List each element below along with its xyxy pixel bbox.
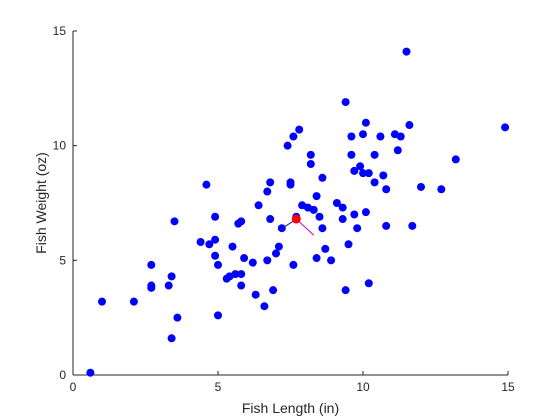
data-points bbox=[86, 47, 510, 377]
x-axis-label: Fish Length (in) bbox=[242, 400, 339, 416]
data-point bbox=[237, 281, 246, 290]
data-point bbox=[289, 132, 298, 141]
data-point bbox=[321, 244, 330, 253]
data-point bbox=[211, 251, 220, 260]
data-point bbox=[167, 334, 176, 343]
y-tick-label: 5 bbox=[59, 253, 66, 267]
data-point bbox=[396, 132, 405, 141]
data-point bbox=[451, 155, 460, 164]
data-point bbox=[228, 242, 237, 251]
data-point bbox=[344, 240, 353, 249]
data-point bbox=[312, 192, 321, 201]
data-point bbox=[248, 258, 257, 267]
data-point bbox=[402, 47, 411, 56]
data-point bbox=[364, 169, 373, 178]
data-point bbox=[237, 270, 246, 279]
data-point bbox=[283, 141, 292, 150]
x-tick-label: 10 bbox=[356, 380, 370, 394]
data-point bbox=[260, 302, 269, 311]
y-tick-label: 0 bbox=[59, 368, 66, 382]
data-point bbox=[211, 235, 220, 244]
data-point bbox=[237, 217, 246, 226]
axes: 0 5 10 15 0 5 10 15 bbox=[53, 24, 515, 394]
data-point bbox=[254, 201, 263, 210]
data-point bbox=[272, 249, 280, 258]
data-point bbox=[318, 173, 327, 182]
data-point bbox=[263, 256, 272, 265]
mean-point-group bbox=[291, 214, 301, 224]
data-point bbox=[286, 180, 295, 189]
data-point bbox=[147, 260, 156, 269]
data-point bbox=[356, 162, 365, 171]
data-point bbox=[147, 283, 156, 292]
y-tick-label: 15 bbox=[53, 24, 67, 38]
data-point bbox=[359, 130, 367, 139]
data-point bbox=[417, 182, 425, 191]
data-point bbox=[202, 180, 211, 189]
data-point bbox=[379, 171, 388, 180]
data-point bbox=[315, 212, 324, 221]
data-point bbox=[370, 150, 379, 159]
data-point bbox=[309, 205, 318, 214]
data-point bbox=[289, 260, 298, 269]
data-point bbox=[382, 221, 391, 230]
data-point bbox=[167, 272, 176, 281]
x-tick-label: 15 bbox=[501, 380, 515, 394]
data-point bbox=[364, 279, 373, 288]
data-point bbox=[295, 125, 304, 134]
data-point bbox=[350, 166, 359, 175]
data-point bbox=[370, 178, 379, 187]
data-point bbox=[393, 146, 402, 155]
data-point bbox=[164, 281, 173, 290]
x-tick-label: 0 bbox=[70, 380, 77, 394]
data-point bbox=[129, 297, 138, 306]
y-tick-label: 10 bbox=[53, 139, 67, 153]
data-point bbox=[269, 286, 278, 295]
data-point bbox=[251, 290, 260, 299]
data-point bbox=[170, 217, 179, 226]
x-tick-label: 5 bbox=[215, 380, 222, 394]
data-point bbox=[86, 368, 95, 377]
data-point bbox=[318, 224, 327, 233]
data-point bbox=[332, 199, 341, 207]
data-point bbox=[306, 150, 315, 159]
data-point bbox=[361, 208, 370, 217]
data-point bbox=[211, 212, 220, 221]
data-point bbox=[382, 185, 391, 194]
data-point bbox=[274, 242, 283, 251]
data-point bbox=[350, 210, 359, 219]
data-point bbox=[98, 297, 106, 306]
data-point bbox=[205, 240, 214, 249]
data-point bbox=[405, 121, 414, 130]
data-point bbox=[338, 203, 347, 212]
data-point bbox=[501, 123, 510, 132]
data-point bbox=[266, 178, 275, 187]
y-axis-label: Fish Weight (oz) bbox=[33, 152, 49, 254]
data-point bbox=[266, 215, 275, 224]
data-point bbox=[196, 237, 205, 246]
data-point bbox=[214, 260, 222, 269]
data-point bbox=[240, 254, 249, 263]
data-point bbox=[327, 256, 336, 265]
data-point bbox=[347, 150, 356, 159]
data-point bbox=[353, 224, 362, 233]
data-point bbox=[408, 221, 417, 230]
mean-point bbox=[291, 214, 301, 224]
data-point bbox=[263, 187, 272, 196]
data-point bbox=[347, 132, 356, 141]
data-point bbox=[437, 185, 446, 194]
data-point bbox=[361, 118, 370, 127]
data-point bbox=[214, 311, 222, 320]
data-point bbox=[359, 169, 367, 178]
data-point bbox=[341, 98, 350, 107]
data-point bbox=[231, 270, 240, 279]
data-point bbox=[312, 254, 321, 263]
data-point bbox=[341, 286, 350, 295]
data-point bbox=[173, 313, 182, 322]
data-point bbox=[306, 160, 315, 169]
data-point bbox=[338, 215, 347, 224]
data-point bbox=[376, 132, 385, 141]
